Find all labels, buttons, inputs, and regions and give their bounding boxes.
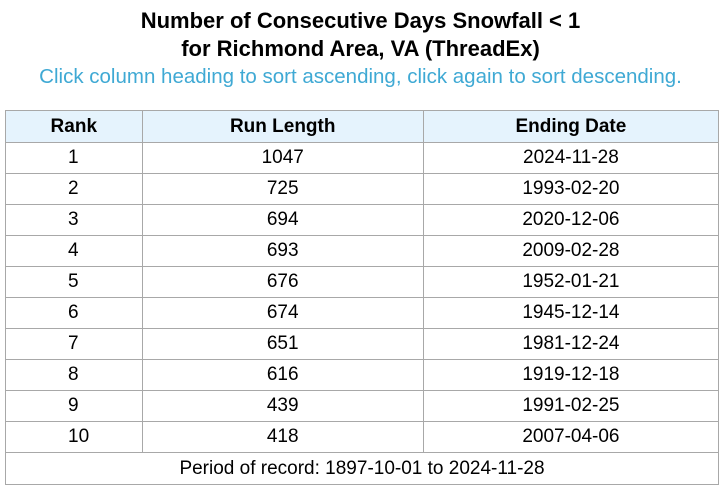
title-line-1: Number of Consecutive Days Snowfall < 1 <box>140 8 581 33</box>
run-length-cell: 651 <box>141 328 424 360</box>
run-length-cell: 725 <box>141 173 424 205</box>
results-table: Rank Run Length Ending Date 1 1047 2024-11… <box>5 110 720 485</box>
ending-date-cell: 1981-12-24 <box>422 328 720 360</box>
rank-cell: 5 <box>5 266 143 298</box>
table-header-row: Rank Run Length Ending Date <box>5 110 720 143</box>
rank-cell: 9 <box>5 390 143 422</box>
run-length-cell: 1047 <box>141 142 424 174</box>
rank-cell: 10 <box>5 421 143 453</box>
ending-date-cell: 1952-01-21 <box>422 266 720 298</box>
title-line-2: for Richmond Area, VA (ThreadEx) <box>181 36 540 61</box>
rank-cell: 6 <box>5 297 143 329</box>
rank-column-header[interactable]: Rank <box>5 110 143 143</box>
rank-cell: 3 <box>5 204 143 236</box>
run-length-cell: 693 <box>141 235 424 267</box>
table-row: 2 725 1993-02-20 <box>5 173 720 205</box>
ending-date-cell: 1919-12-18 <box>422 359 720 391</box>
ending-date-cell: 1991-02-25 <box>422 390 720 422</box>
table-row: 3 694 2020-12-06 <box>5 204 720 236</box>
rank-cell: 2 <box>5 173 143 205</box>
run-length-cell: 674 <box>141 297 424 329</box>
ending-date-cell: 2020-12-06 <box>422 204 720 236</box>
run-length-cell: 616 <box>141 359 424 391</box>
ending-date-cell: 2007-04-06 <box>422 421 720 453</box>
run-length-cell: 439 <box>141 390 424 422</box>
period-of-record: Period of record: 1897-10-01 to 2024-11-… <box>5 452 719 485</box>
run-length-cell: 694 <box>141 204 424 236</box>
table-row: 10 418 2007-04-06 <box>5 421 720 453</box>
table-row: 4 693 2009-02-28 <box>5 235 720 267</box>
ending-date-cell: 1993-02-20 <box>422 173 720 205</box>
run-length-cell: 418 <box>141 421 424 453</box>
table-row: 1 1047 2024-11-28 <box>5 142 720 174</box>
rank-cell: 4 <box>5 235 143 267</box>
table-row: 5 676 1952-01-21 <box>5 266 720 298</box>
run-length-column-header[interactable]: Run Length <box>141 110 424 143</box>
ending-date-cell: 2024-11-28 <box>422 142 720 174</box>
table-row: 6 674 1945-12-14 <box>5 297 720 329</box>
rank-cell: 8 <box>5 359 143 391</box>
sort-instructions: Click column heading to sort ascending, … <box>39 65 682 88</box>
ending-date-column-header[interactable]: Ending Date <box>422 110 720 143</box>
table-row: 8 616 1919-12-18 <box>5 359 720 391</box>
table-row: 9 439 1991-02-25 <box>5 390 720 422</box>
ending-date-cell: 1945-12-14 <box>422 297 720 329</box>
page-title: Number of Consecutive Days Snowfall < 1 … <box>0 7 721 63</box>
run-length-cell: 676 <box>141 266 424 298</box>
ending-date-cell: 2009-02-28 <box>422 235 720 267</box>
rank-cell: 7 <box>5 328 143 360</box>
table-row: 7 651 1981-12-24 <box>5 328 720 360</box>
table-footer-row: Period of record: 1897-10-01 to 2024-11-… <box>5 452 719 485</box>
rank-cell: 1 <box>5 142 143 174</box>
table-body: 1 1047 2024-11-28 2 725 1993-02-20 3 694 2020-12… <box>5 142 720 453</box>
